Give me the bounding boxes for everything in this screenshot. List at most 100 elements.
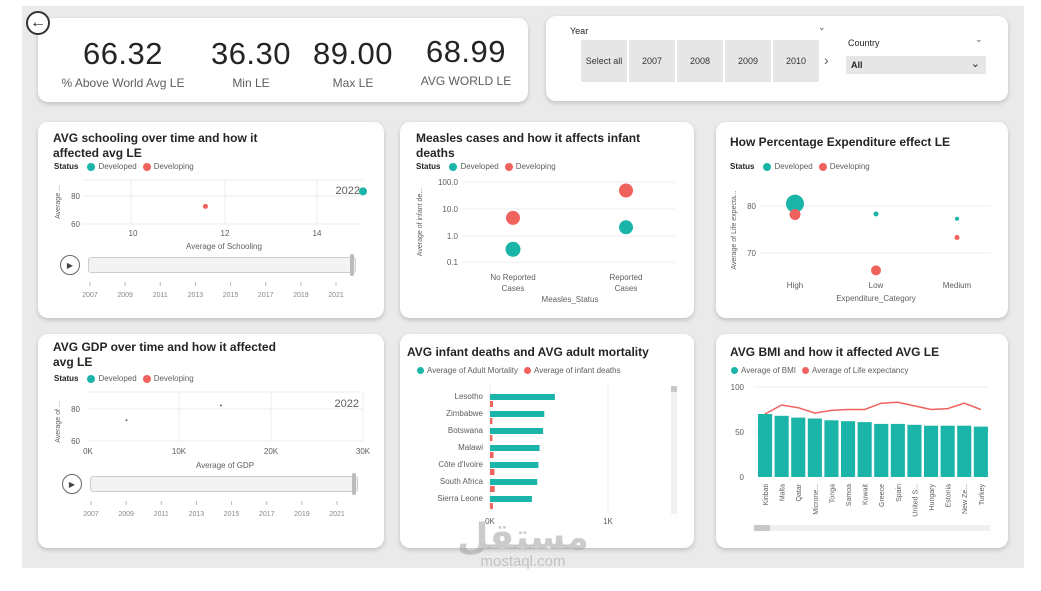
year-option-select-all[interactable]: Select all	[581, 40, 627, 82]
bmi-bar[interactable]	[841, 421, 856, 477]
year-option-2008[interactable]: 2008	[677, 40, 723, 82]
country-label: New Ze...	[962, 484, 969, 514]
bmi-bar[interactable]	[973, 426, 988, 477]
timeline-year-label: 2007	[83, 511, 99, 518]
developed-bubble[interactable]	[505, 241, 521, 257]
kpi-card: 66.32 % Above World Avg LE 36.30 Min LE …	[38, 18, 528, 102]
adult-mortality-bar[interactable]	[490, 496, 532, 502]
y-tick-label: 50	[735, 428, 744, 437]
bmi-bar[interactable]	[890, 423, 905, 477]
country-dropdown[interactable]: All ⌄	[846, 56, 986, 74]
year-option-2007[interactable]: 2007	[629, 40, 675, 82]
x-axis-label: Average of GDP	[196, 461, 254, 470]
timeline-year-label: 2013	[189, 511, 205, 518]
bmi-bar[interactable]	[874, 423, 889, 477]
timeline-slider[interactable]	[88, 257, 356, 273]
bmi-bar[interactable]	[940, 425, 955, 477]
status-legend: Status Developed Developing	[54, 374, 194, 383]
developing-bubble[interactable]	[789, 208, 801, 220]
adult-mortality-bar[interactable]	[490, 411, 545, 417]
timeline-year-label: 2013	[188, 292, 204, 299]
timeline-slider[interactable]	[90, 476, 358, 492]
developed-bubble[interactable]	[619, 220, 633, 235]
country-slicer-chevron-icon[interactable]: ⌄	[975, 34, 983, 44]
legend-le-label: Average of Life expectancy	[812, 366, 909, 375]
scrollbar-thumb[interactable]	[671, 386, 677, 392]
bmi-bar[interactable]	[807, 418, 822, 478]
x-category-label: Reported	[610, 273, 643, 282]
developing-point[interactable]	[202, 203, 208, 209]
bmi-bar[interactable]	[924, 425, 939, 477]
developing-bubble[interactable]	[506, 210, 520, 225]
kpi-value: 36.30	[210, 36, 292, 71]
infant-deaths-bar[interactable]	[490, 452, 494, 458]
developing-bubble[interactable]	[619, 183, 633, 198]
infant-deaths-bar[interactable]	[490, 435, 493, 441]
vertical-scrollbar[interactable]	[671, 386, 677, 514]
developed-bubble[interactable]	[873, 211, 879, 217]
adult-mortality-bar[interactable]	[490, 445, 540, 451]
legend-adult-marker	[417, 367, 424, 374]
chart-title-line1: AVG GDP over time and how it affected	[53, 340, 276, 354]
bmi-bar[interactable]	[957, 425, 972, 477]
country-label: Lesotho	[455, 392, 484, 401]
year-slicer-title: Year	[570, 26, 589, 36]
legend-developed-label: Developed	[98, 162, 137, 171]
developing-bubble[interactable]	[871, 265, 881, 276]
country-label: United S...	[912, 484, 919, 517]
chart-title: How Percentage Expenditure effect LE	[730, 135, 951, 149]
bmi-bar[interactable]	[824, 420, 839, 477]
x-tick-label: 1K	[603, 517, 613, 526]
developing-bubble[interactable]	[954, 234, 960, 240]
bmi-bar[interactable]	[758, 414, 773, 477]
infant-deaths-bar[interactable]	[490, 469, 495, 475]
infant-deaths-bar[interactable]	[490, 418, 493, 424]
year-slicer-chevron-icon[interactable]: ⌄	[818, 22, 826, 32]
life-expectancy-line[interactable]	[764, 401, 982, 415]
legend-adult-label: Average of Adult Mortality	[427, 366, 519, 375]
year-next-chevron-icon[interactable]: ›	[824, 52, 829, 68]
timeline-handle[interactable]	[352, 473, 356, 495]
timeline-year-label: 2021	[328, 292, 344, 299]
timeline-year-label: 2015	[223, 292, 239, 299]
timeline-axis: 2007 2009 2011 2013 2015 2017 2019 2021	[82, 282, 344, 299]
bmi-bar[interactable]	[774, 415, 789, 477]
year-option-2010[interactable]: 2010	[773, 40, 819, 82]
adult-mortality-bar[interactable]	[490, 394, 555, 400]
kpi-max-le: 89.00 Max LE	[308, 36, 398, 90]
infant-deaths-bar[interactable]	[490, 486, 495, 492]
play-icon[interactable]: ▶	[60, 255, 80, 275]
scrollbar-thumb[interactable]	[754, 525, 770, 531]
year-option-2009[interactable]: 2009	[725, 40, 771, 82]
infant-deaths-bar[interactable]	[490, 401, 493, 407]
adult-mortality-bar[interactable]	[490, 428, 544, 434]
legend-developed-marker	[87, 374, 96, 383]
infant-deaths-bar[interactable]	[490, 503, 493, 509]
developing-point[interactable]	[125, 419, 128, 422]
adult-mortality-bar[interactable]	[490, 479, 538, 485]
kpi-label: % Above World Avg LE	[61, 76, 185, 90]
developed-point[interactable]	[359, 187, 367, 196]
chart-title-line2: deaths	[416, 146, 455, 160]
developed-bubble[interactable]	[786, 194, 804, 213]
timeline-year-label: 2011	[153, 292, 168, 299]
developed-point[interactable]	[219, 404, 222, 407]
timeline-handle[interactable]	[350, 254, 354, 276]
y-tick-label: 100	[731, 383, 745, 392]
country-label: Greece	[879, 484, 886, 507]
bmi-bar[interactable]	[907, 424, 922, 477]
kpi-value: 89.00	[312, 36, 394, 71]
x-category-label: High	[787, 281, 803, 290]
legend-title: Status	[54, 162, 79, 171]
country-label: Sierra Leone	[437, 494, 483, 503]
bmi-bar[interactable]	[857, 422, 872, 477]
horizontal-scrollbar[interactable]	[754, 525, 990, 531]
bmi-combo-chart: 100 50 0 Kiribati Malta Qatar Microne... Ton…	[731, 383, 988, 517]
bmi-bar[interactable]	[791, 417, 806, 477]
developed-bubble[interactable]	[955, 216, 959, 221]
play-icon[interactable]: ▶	[62, 474, 82, 494]
x-tick-label: 0K	[83, 447, 93, 456]
back-arrow-icon[interactable]: ←	[26, 11, 50, 35]
adult-mortality-bar[interactable]	[490, 462, 539, 468]
timeline-year-label: 2021	[329, 511, 345, 518]
